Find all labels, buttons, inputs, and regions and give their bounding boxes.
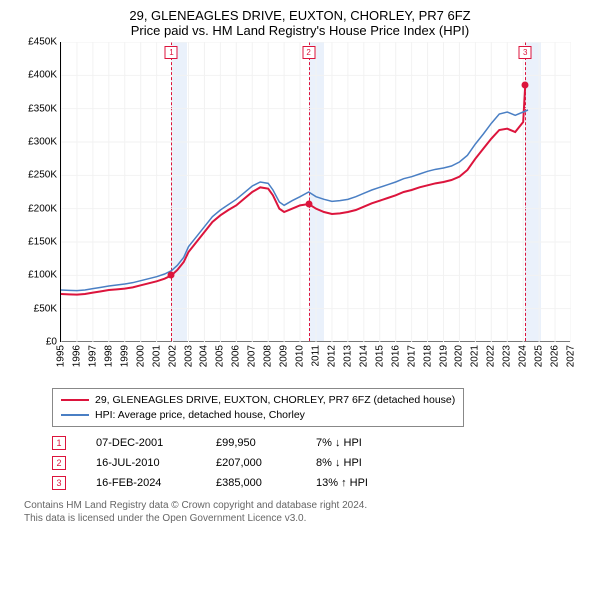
chart-container: 29, GLENEAGLES DRIVE, EUXTON, CHORLEY, P…: [0, 0, 600, 590]
sale-marker-1: 1: [165, 46, 178, 59]
x-axis-label: 2016: [390, 345, 401, 367]
chart-svg: [61, 42, 571, 342]
sale-dot: [522, 82, 529, 89]
chart-area: £0£50K£100K£150K£200K£250K£300K£350K£400…: [12, 42, 588, 382]
x-axis-label: 2005: [215, 345, 226, 367]
x-axis-label: 2001: [151, 345, 162, 367]
x-axis-label: 1995: [56, 345, 67, 367]
sales-table: 1 07-DEC-2001 £99,950 7% ↓ HPI 2 16-JUL-2010 £…: [52, 433, 588, 493]
x-axis-label: 2017: [406, 345, 417, 367]
y-axis-label: £100K: [28, 270, 57, 281]
x-axis-label: 2024: [518, 345, 529, 367]
x-axis-label: 2019: [438, 345, 449, 367]
sale-date: 07-DEC-2001: [96, 437, 186, 449]
title-address: 29, GLENEAGLES DRIVE, EUXTON, CHORLEY, P…: [12, 8, 588, 23]
y-axis-label: £450K: [28, 37, 57, 48]
legend-swatch-price-paid: [61, 399, 89, 401]
y-axis-label: £200K: [28, 203, 57, 214]
series-hpi: [61, 110, 528, 291]
x-axis-label: 2027: [566, 345, 577, 367]
y-axis-label: £400K: [28, 70, 57, 81]
x-axis-label: 2015: [374, 345, 385, 367]
x-axis-label: 2014: [358, 345, 369, 367]
sale-dot: [168, 272, 175, 279]
sale-row-marker: 2: [52, 456, 66, 470]
sale-date: 16-JUL-2010: [96, 457, 186, 469]
y-axis-label: £150K: [28, 237, 57, 248]
legend-label-price-paid: 29, GLENEAGLES DRIVE, EUXTON, CHORLEY, P…: [95, 393, 455, 408]
x-axis-label: 2000: [135, 345, 146, 367]
x-axis-label: 2026: [550, 345, 561, 367]
x-axis-label: 1997: [87, 345, 98, 367]
x-axis-label: 1996: [71, 345, 82, 367]
x-axis-label: 2023: [502, 345, 513, 367]
plot-region: £0£50K£100K£150K£200K£250K£300K£350K£400…: [60, 42, 570, 342]
legend-swatch-hpi: [61, 414, 89, 416]
y-axis-label: £250K: [28, 170, 57, 181]
footer-line2: This data is licensed under the Open Gov…: [24, 512, 588, 525]
sale-row: 2 16-JUL-2010 £207,000 8% ↓ HPI: [52, 453, 588, 473]
y-axis-label: £50K: [34, 303, 57, 314]
legend-row-price-paid: 29, GLENEAGLES DRIVE, EUXTON, CHORLEY, P…: [61, 393, 455, 408]
x-axis-label: 1999: [119, 345, 130, 367]
sale-pct: 13% ↑ HPI: [316, 477, 406, 489]
x-axis-label: 2022: [486, 345, 497, 367]
sale-marker-3: 3: [519, 46, 532, 59]
sale-price: £385,000: [216, 477, 286, 489]
x-axis-label: 2025: [534, 345, 545, 367]
x-axis-label: 2013: [342, 345, 353, 367]
x-axis-label: 2020: [454, 345, 465, 367]
x-axis-label: 2021: [470, 345, 481, 367]
sale-price: £207,000: [216, 457, 286, 469]
series-price_paid: [61, 85, 525, 294]
x-axis-label: 2003: [183, 345, 194, 367]
sale-row: 1 07-DEC-2001 £99,950 7% ↓ HPI: [52, 433, 588, 453]
sale-date: 16-FEB-2024: [96, 477, 186, 489]
x-axis-label: 2011: [311, 345, 322, 367]
sale-row: 3 16-FEB-2024 £385,000 13% ↑ HPI: [52, 473, 588, 493]
footer-attribution: Contains HM Land Registry data © Crown c…: [24, 499, 588, 525]
legend-row-hpi: HPI: Average price, detached house, Chor…: [61, 408, 455, 423]
footer-line1: Contains HM Land Registry data © Crown c…: [24, 499, 588, 512]
x-axis-label: 2002: [167, 345, 178, 367]
legend-label-hpi: HPI: Average price, detached house, Chor…: [95, 408, 305, 423]
y-axis-label: £300K: [28, 137, 57, 148]
x-axis-label: 1998: [103, 345, 114, 367]
sale-price: £99,950: [216, 437, 286, 449]
sale-row-marker: 1: [52, 436, 66, 450]
x-axis-label: 2007: [247, 345, 258, 367]
x-axis-label: 2009: [279, 345, 290, 367]
x-axis-label: 2004: [199, 345, 210, 367]
sale-row-marker: 3: [52, 476, 66, 490]
x-axis-label: 2006: [231, 345, 242, 367]
title-block: 29, GLENEAGLES DRIVE, EUXTON, CHORLEY, P…: [12, 8, 588, 38]
sale-marker-2: 2: [302, 46, 315, 59]
sale-pct: 7% ↓ HPI: [316, 437, 406, 449]
y-axis-label: £350K: [28, 103, 57, 114]
x-axis-label: 2008: [263, 345, 274, 367]
sale-dot: [305, 201, 312, 208]
legend-box: 29, GLENEAGLES DRIVE, EUXTON, CHORLEY, P…: [52, 388, 464, 427]
x-axis-label: 2012: [326, 345, 337, 367]
x-axis-label: 2010: [295, 345, 306, 367]
title-subtitle: Price paid vs. HM Land Registry's House …: [12, 23, 588, 38]
x-axis-label: 2018: [422, 345, 433, 367]
sale-pct: 8% ↓ HPI: [316, 457, 406, 469]
